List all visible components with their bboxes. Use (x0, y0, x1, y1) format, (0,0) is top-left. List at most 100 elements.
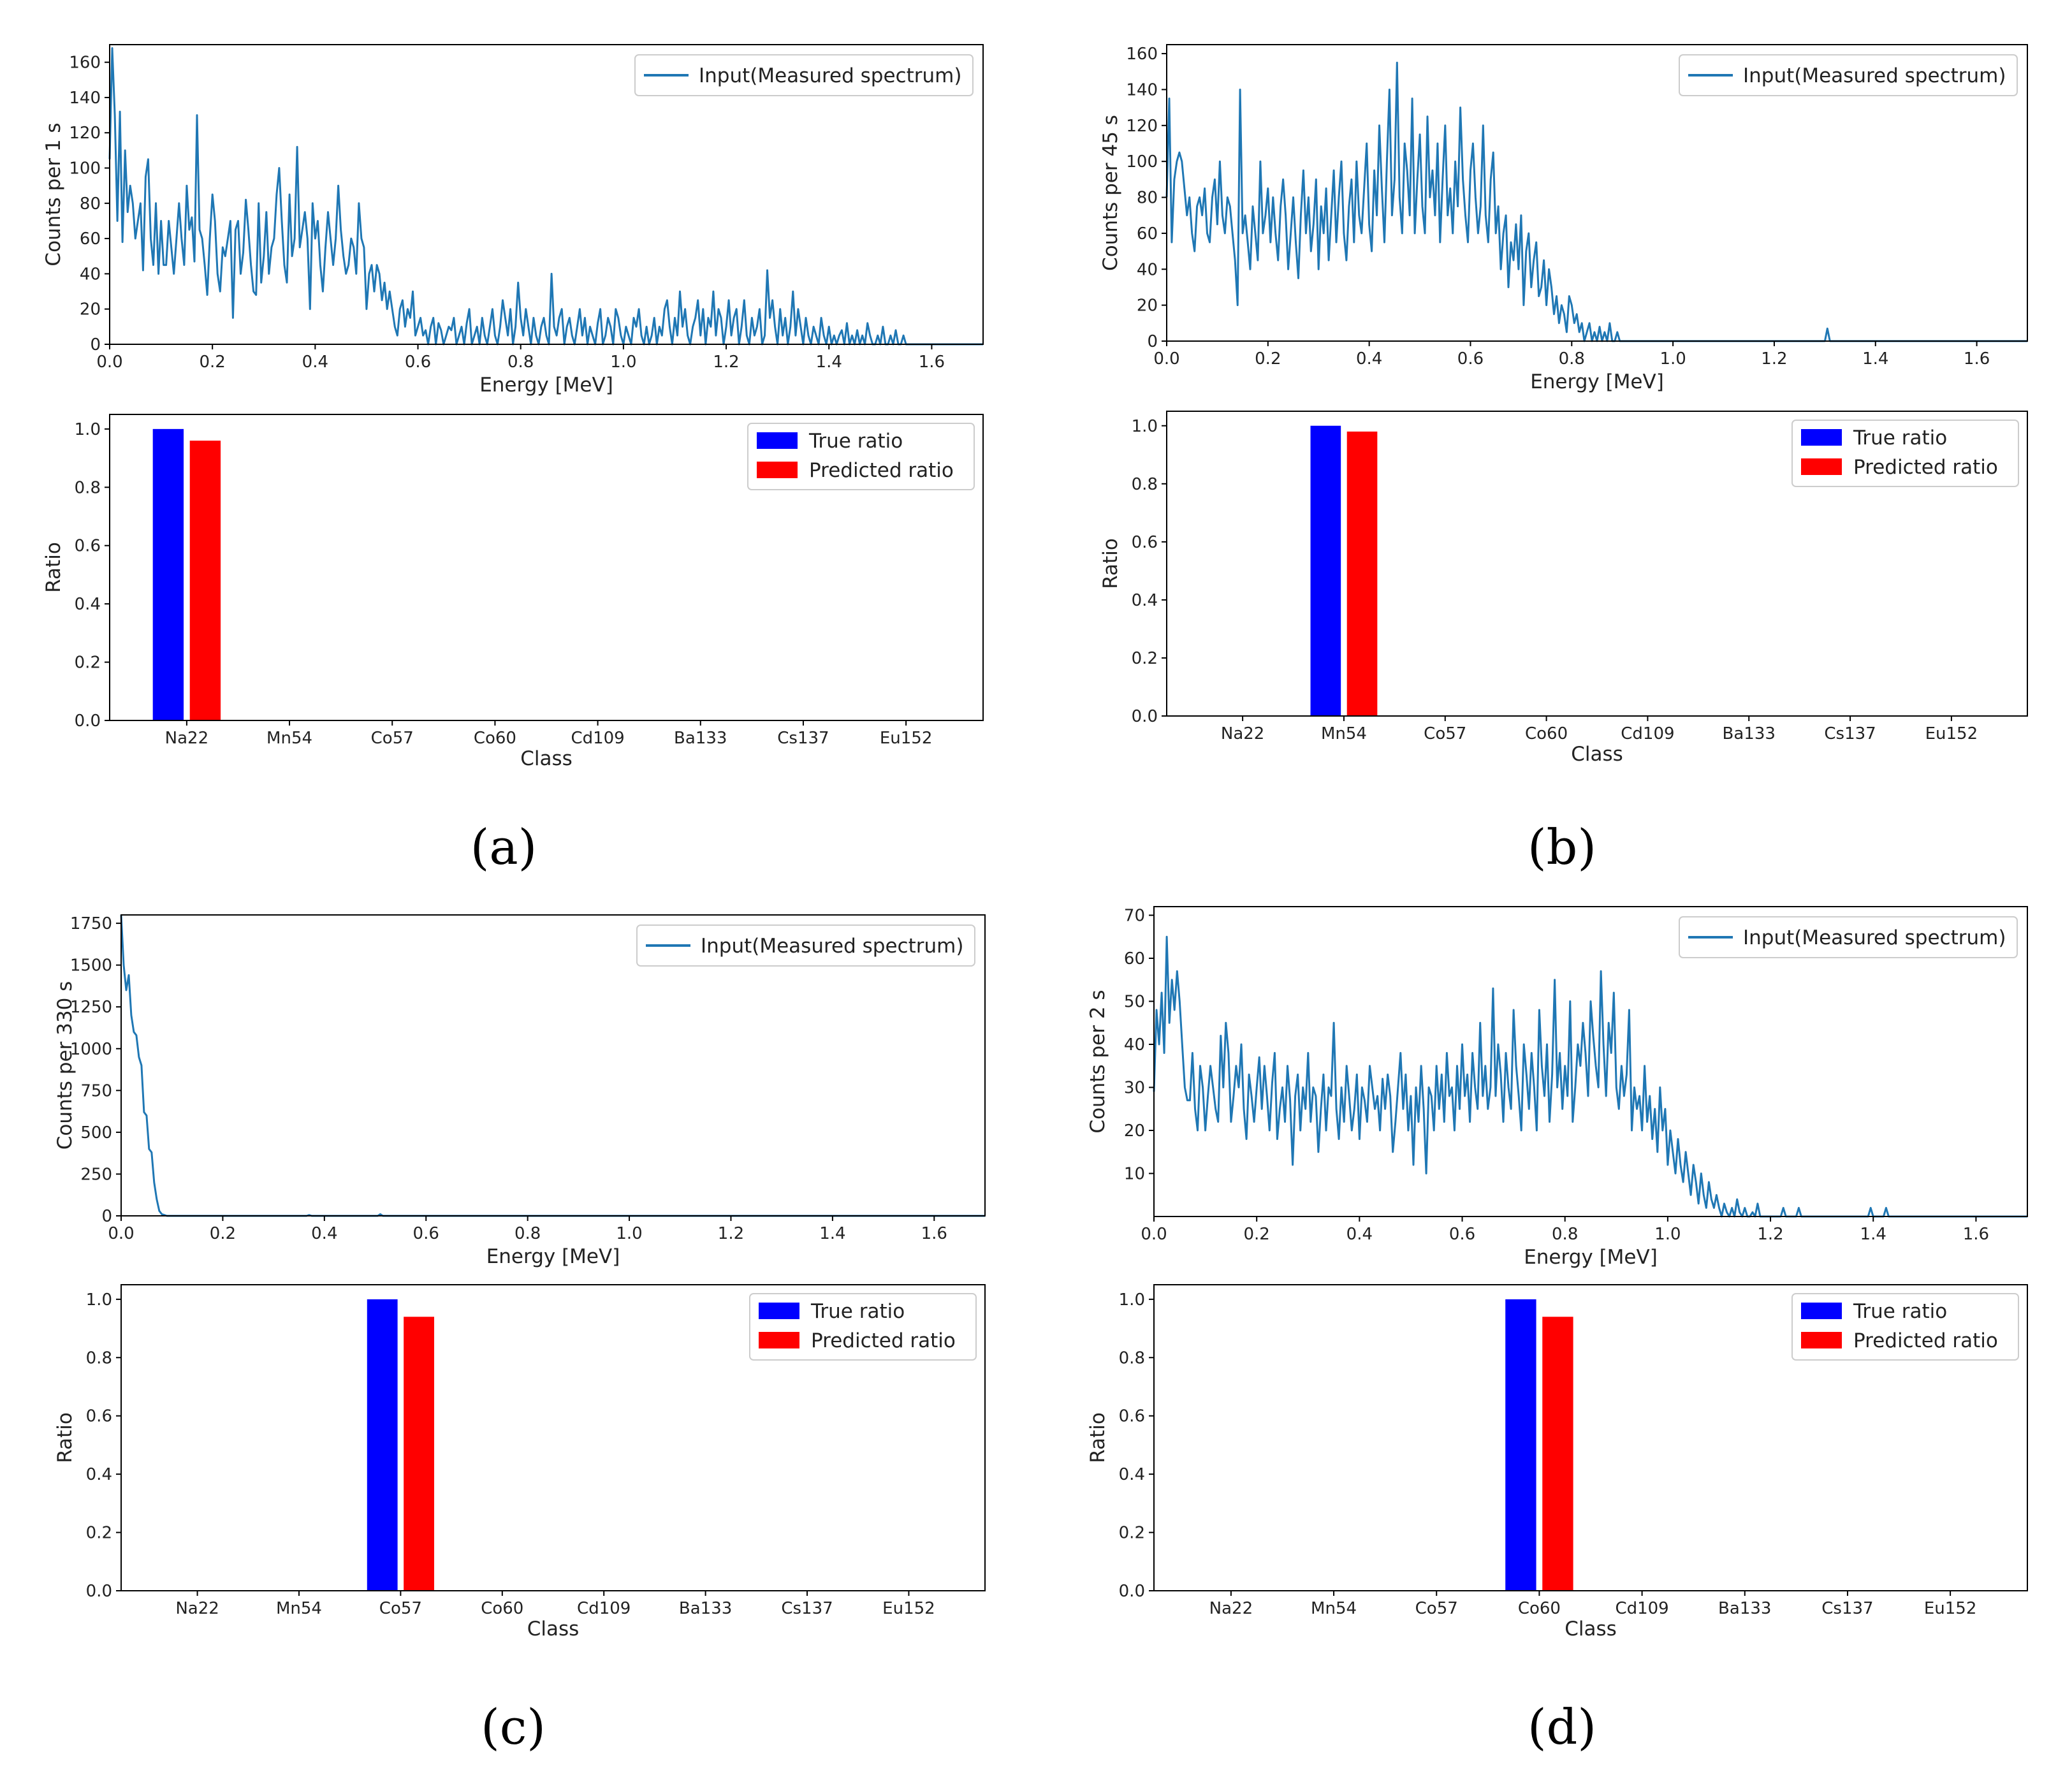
x-tick-label: 0.0 (1153, 349, 1179, 369)
y-tick-label: 1500 (70, 956, 112, 975)
spectrum-line (1165, 61, 2027, 342)
legend-label: Predicted ratio (1853, 456, 1998, 479)
y-axis-label: Ratio (1086, 1412, 1109, 1463)
category-label: Na22 (1209, 1599, 1253, 1618)
plot-frame (109, 44, 984, 345)
legend-box (747, 423, 975, 490)
x-axis-label: Class (527, 1618, 580, 1640)
x-tick-label: 1.6 (921, 1224, 947, 1243)
y-tick-label: 0.0 (86, 1582, 112, 1601)
legend: True ratio Predicted ratio (1791, 1293, 2019, 1361)
x-tick-label: 1.0 (616, 1224, 642, 1243)
y-axis-label: Ratio (1099, 538, 1122, 589)
category-label: Cs137 (1821, 1599, 1873, 1618)
spectrum-chart: 0.0 0.2 0.4 0.6 0.8 1.0 1.2 1.4 1.6 0 20 40 60 80 100 1… (1099, 44, 2028, 393)
panel-d: 0.0 0.2 0.4 0.6 0.8 1.0 1.2 1.4 1.6 10 20 30 40 50 60 7… (1086, 906, 2028, 1755)
y-axis-label: Counts per 1 s (42, 122, 65, 266)
y-tick-label: 0.6 (75, 537, 101, 556)
y-tick-label: 70 (1124, 907, 1145, 926)
y-tick-label: 120 (69, 124, 101, 143)
x-tick-label: 1.2 (713, 353, 739, 372)
x-axis-label: Energy [MeV] (1530, 370, 1664, 393)
x-tick-label: 0.6 (1449, 1225, 1475, 1244)
category-label: Co60 (474, 729, 516, 748)
plot-frame (1153, 1284, 2028, 1591)
x-tick-label: 0.8 (514, 1224, 541, 1243)
y-tick-label: 50 (1124, 993, 1145, 1012)
x-tick-label: 0.8 (1552, 1225, 1578, 1244)
y-tick-label: 1.0 (1132, 417, 1158, 436)
bar-predicted-co60 (1542, 1317, 1573, 1591)
y-tick-label: 1.0 (1119, 1290, 1145, 1310)
y-tick-label: 0.4 (1132, 591, 1158, 610)
category-label: Cd109 (577, 1599, 631, 1618)
y-tick-label: 80 (1137, 189, 1158, 208)
bar-true-na22 (152, 428, 184, 720)
legend-label: Predicted ratio (811, 1329, 956, 1352)
y-tick-label: 0.6 (86, 1407, 112, 1426)
category-label: Co57 (1415, 1599, 1458, 1618)
y-tick-label: 60 (80, 230, 101, 249)
y-tick-label: 30 (1124, 1079, 1145, 1098)
x-tick-label: 1.6 (1964, 349, 1990, 369)
ratio-chart: Na22 Mn54 Co57 Co60 Cd109 Ba133 Cs137 Eu152 0.0 0… (42, 414, 984, 770)
category-label: Cd109 (1615, 1599, 1668, 1618)
category-label: Co60 (1518, 1599, 1561, 1618)
panel-caption: (d) (1528, 1699, 1596, 1755)
legend-swatch-true (1801, 429, 1842, 446)
y-axis-label: Ratio (54, 1412, 77, 1463)
y-tick-label: 60 (1124, 949, 1145, 968)
x-tick-label: 0.6 (405, 353, 431, 372)
x-tick-label: 0.0 (96, 353, 122, 372)
x-axis-label: Energy [MeV] (1524, 1246, 1658, 1269)
x-tick-label: 1.2 (1757, 1225, 1783, 1244)
x-tick-label: 1.6 (1963, 1225, 1989, 1244)
y-tick-label: 0.2 (1119, 1524, 1145, 1543)
bar-predicted-na22 (189, 441, 221, 720)
spectrum-line (108, 47, 983, 346)
y-tick-label: 0.4 (1119, 1465, 1145, 1484)
x-tick-label: 1.6 (919, 353, 945, 372)
y-tick-label: 160 (1126, 45, 1158, 64)
legend-label: Input(Measured spectrum) (1743, 926, 2006, 949)
x-tick-label: 0.2 (210, 1224, 236, 1243)
y-tick-label: 250 (80, 1165, 112, 1184)
y-tick-label: 0.0 (1132, 707, 1158, 726)
x-tick-label: 0.6 (1457, 349, 1484, 369)
spectrum-chart: 0.0 0.2 0.4 0.6 0.8 1.0 1.2 1.4 1.6 10 20 30 40 50 60 7… (1086, 906, 2028, 1269)
category-label: Na22 (175, 1599, 219, 1618)
x-axis-label: Energy [MeV] (486, 1245, 620, 1268)
x-tick-label: 1.0 (1654, 1225, 1681, 1244)
legend-box (1679, 54, 2018, 96)
ratio-chart: Na22 Mn54 Co57 Co60 Cd109 Ba133 Cs137 Eu152 0.0 0… (54, 1284, 986, 1640)
y-tick-label: 750 (80, 1081, 112, 1100)
legend-box (1791, 1293, 2019, 1361)
x-tick-label: 0.4 (1356, 349, 1382, 369)
y-tick-label: 0 (1147, 332, 1158, 351)
y-tick-label: 0.4 (86, 1465, 112, 1484)
plot-frame (109, 414, 984, 721)
y-tick-label: 0.0 (1119, 1582, 1145, 1601)
y-axis-label: Counts per 45 s (1099, 115, 1122, 271)
y-tick-label: 0.2 (75, 654, 101, 673)
x-axis-label: Class (520, 747, 573, 770)
legend-swatch-true (1801, 1303, 1842, 1319)
panel-caption: (c) (481, 1699, 546, 1755)
x-tick-label: 0.2 (1243, 1225, 1269, 1244)
y-tick-label: 140 (69, 89, 101, 108)
legend: Input(Measured spectrum) (636, 924, 975, 967)
y-tick-label: 0 (101, 1207, 112, 1226)
y-axis-label: Ratio (42, 542, 65, 593)
legend: Input(Measured spectrum) (1679, 916, 2018, 958)
y-tick-label: 1750 (70, 914, 112, 933)
panel-caption: (a) (471, 819, 537, 875)
legend-label: True ratio (810, 1300, 905, 1323)
panel-caption: (b) (1528, 819, 1596, 875)
x-tick-label: 0.2 (1255, 349, 1281, 369)
y-tick-label: 0.8 (1132, 475, 1158, 494)
y-tick-label: 0.8 (1119, 1348, 1145, 1368)
y-tick-label: 40 (1124, 1035, 1145, 1055)
plot-frame (120, 1284, 986, 1591)
x-tick-label: 0.4 (311, 1224, 337, 1243)
y-tick-label: 100 (1126, 152, 1158, 172)
